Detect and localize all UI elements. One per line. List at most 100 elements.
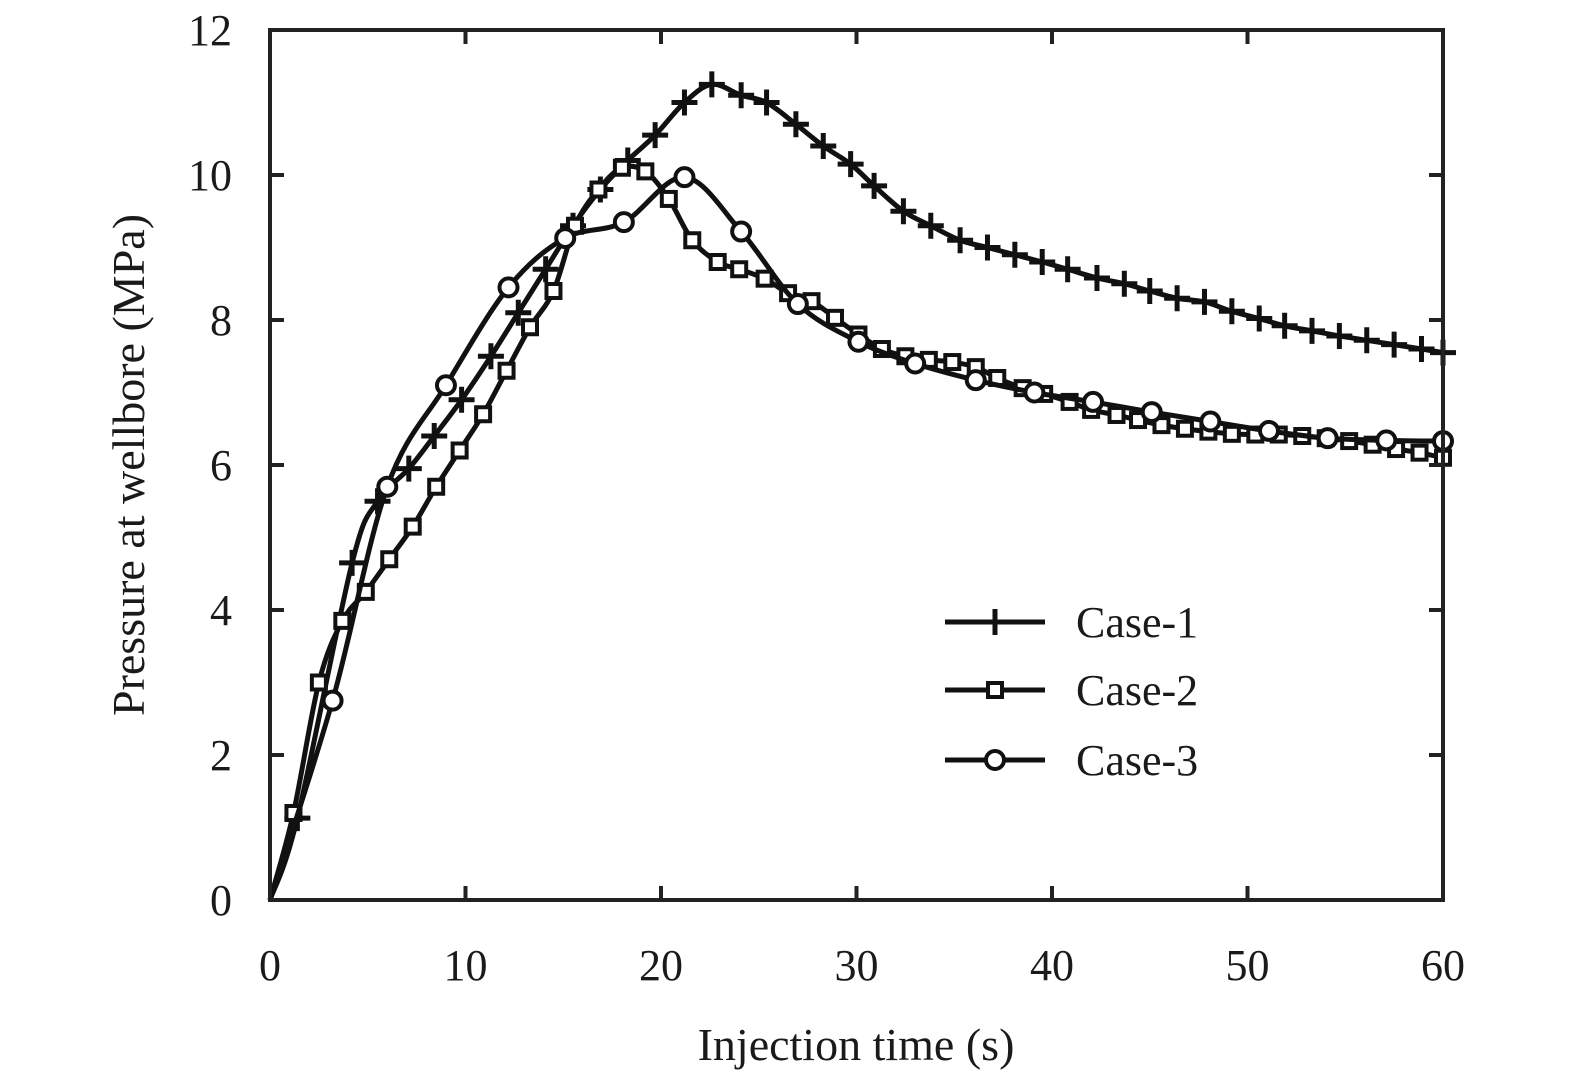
plus-marker (947, 227, 974, 254)
x-tick-label: 50 (1226, 941, 1270, 990)
x-tick-label: 30 (835, 941, 879, 990)
square-marker (521, 318, 540, 337)
circle-marker (612, 211, 635, 234)
legend-item: Case-3 (945, 736, 1198, 785)
legend-label: Case-2 (1076, 666, 1198, 715)
x-tick-label: 40 (1030, 941, 1074, 990)
plus-marker (1246, 305, 1273, 332)
square-marker (730, 260, 749, 279)
x-tick-label: 0 (259, 941, 281, 990)
plus-marker (837, 151, 864, 178)
square-marker (450, 441, 469, 460)
square-marker (659, 189, 678, 208)
plus-marker (1083, 264, 1110, 291)
circle-marker (1258, 419, 1281, 442)
square-marker (825, 308, 844, 327)
plus-marker (477, 343, 504, 370)
plot-frame (268, 28, 1445, 902)
series-case-3 (267, 166, 1454, 901)
plus-marker (1136, 278, 1163, 304)
plus-marker (1191, 288, 1218, 315)
circle-marker (673, 166, 696, 189)
plus-marker (642, 122, 669, 149)
circle-marker (730, 220, 753, 243)
square-marker (1107, 405, 1126, 424)
plus-marker (1164, 285, 1191, 312)
square-marker (612, 158, 631, 177)
square-marker (427, 477, 446, 496)
square-marker (309, 673, 328, 692)
plus-marker (505, 299, 532, 326)
square-marker (333, 611, 352, 630)
plus-marker (890, 198, 917, 225)
circle-marker (376, 475, 399, 498)
square-marker (589, 180, 608, 199)
legend-label: Case-3 (1076, 736, 1198, 785)
series-case-2 (267, 158, 1452, 901)
y-axis-label: Pressure at wellbore (MPa) (103, 214, 154, 716)
plus-marker (810, 133, 837, 159)
plus-marker (421, 423, 448, 449)
square-marker (683, 231, 702, 250)
plus-marker (1218, 298, 1245, 325)
plus-marker (448, 386, 475, 413)
plus-marker (698, 71, 725, 98)
plus-marker (671, 89, 698, 116)
circle-marker (1375, 429, 1398, 452)
plus-marker (1054, 256, 1081, 283)
plus-marker (861, 172, 888, 199)
legend-item: Case-2 (945, 666, 1198, 715)
square-marker (403, 517, 422, 536)
plus-marker (917, 212, 944, 239)
plus-marker (753, 89, 780, 116)
circle-marker (904, 352, 927, 375)
series-line (267, 163, 1444, 901)
x-tick-label: 20 (639, 941, 683, 990)
plus-marker (532, 256, 559, 283)
plus-marker (1271, 312, 1298, 339)
y-tick-label: 10 (188, 151, 232, 200)
series-case-1 (267, 71, 1456, 901)
circle-marker (1140, 401, 1163, 424)
circle-marker (1316, 427, 1339, 450)
plus-marker (728, 82, 755, 109)
square-marker (943, 353, 962, 372)
square-marker (986, 681, 1004, 699)
square-marker (755, 269, 774, 288)
y-tick-label: 12 (188, 6, 232, 55)
circle-marker (847, 330, 870, 353)
plot-marks (267, 71, 1456, 901)
circle-marker (1199, 410, 1222, 433)
circle-marker (984, 749, 1006, 771)
plus-marker (1029, 249, 1056, 275)
axis-ticks: 0 10 20 30 40 50 60 0 2 4 6 8 10 12 (188, 6, 1465, 990)
y-tick-label: 0 (210, 876, 232, 925)
square-marker (380, 550, 399, 569)
plus-marker (974, 234, 1001, 261)
square-marker (544, 282, 563, 300)
square-marker (1175, 419, 1194, 438)
square-marker (1410, 443, 1429, 462)
plus-marker (1381, 331, 1408, 358)
circle-marker (1023, 381, 1046, 404)
square-marker (1152, 416, 1171, 435)
plus-marker (339, 549, 366, 576)
x-axis-label: Injection time (s) (698, 1019, 1015, 1070)
y-tick-label: 2 (210, 731, 232, 780)
circle-marker (554, 227, 577, 250)
square-marker (497, 361, 516, 380)
plus-marker (1353, 327, 1380, 354)
y-tick-label: 4 (210, 586, 232, 635)
circle-marker (1082, 390, 1105, 413)
square-marker (1222, 424, 1241, 443)
plus-marker (982, 609, 1008, 635)
plus-marker (1326, 322, 1353, 349)
plus-marker (395, 455, 422, 482)
y-tick-label: 8 (210, 296, 232, 345)
legend: Case-1 Case-2 Case-3 (945, 598, 1198, 785)
circle-marker (786, 293, 809, 316)
circle-marker (434, 374, 457, 397)
circle-marker (964, 369, 987, 392)
plus-marker (782, 111, 809, 138)
